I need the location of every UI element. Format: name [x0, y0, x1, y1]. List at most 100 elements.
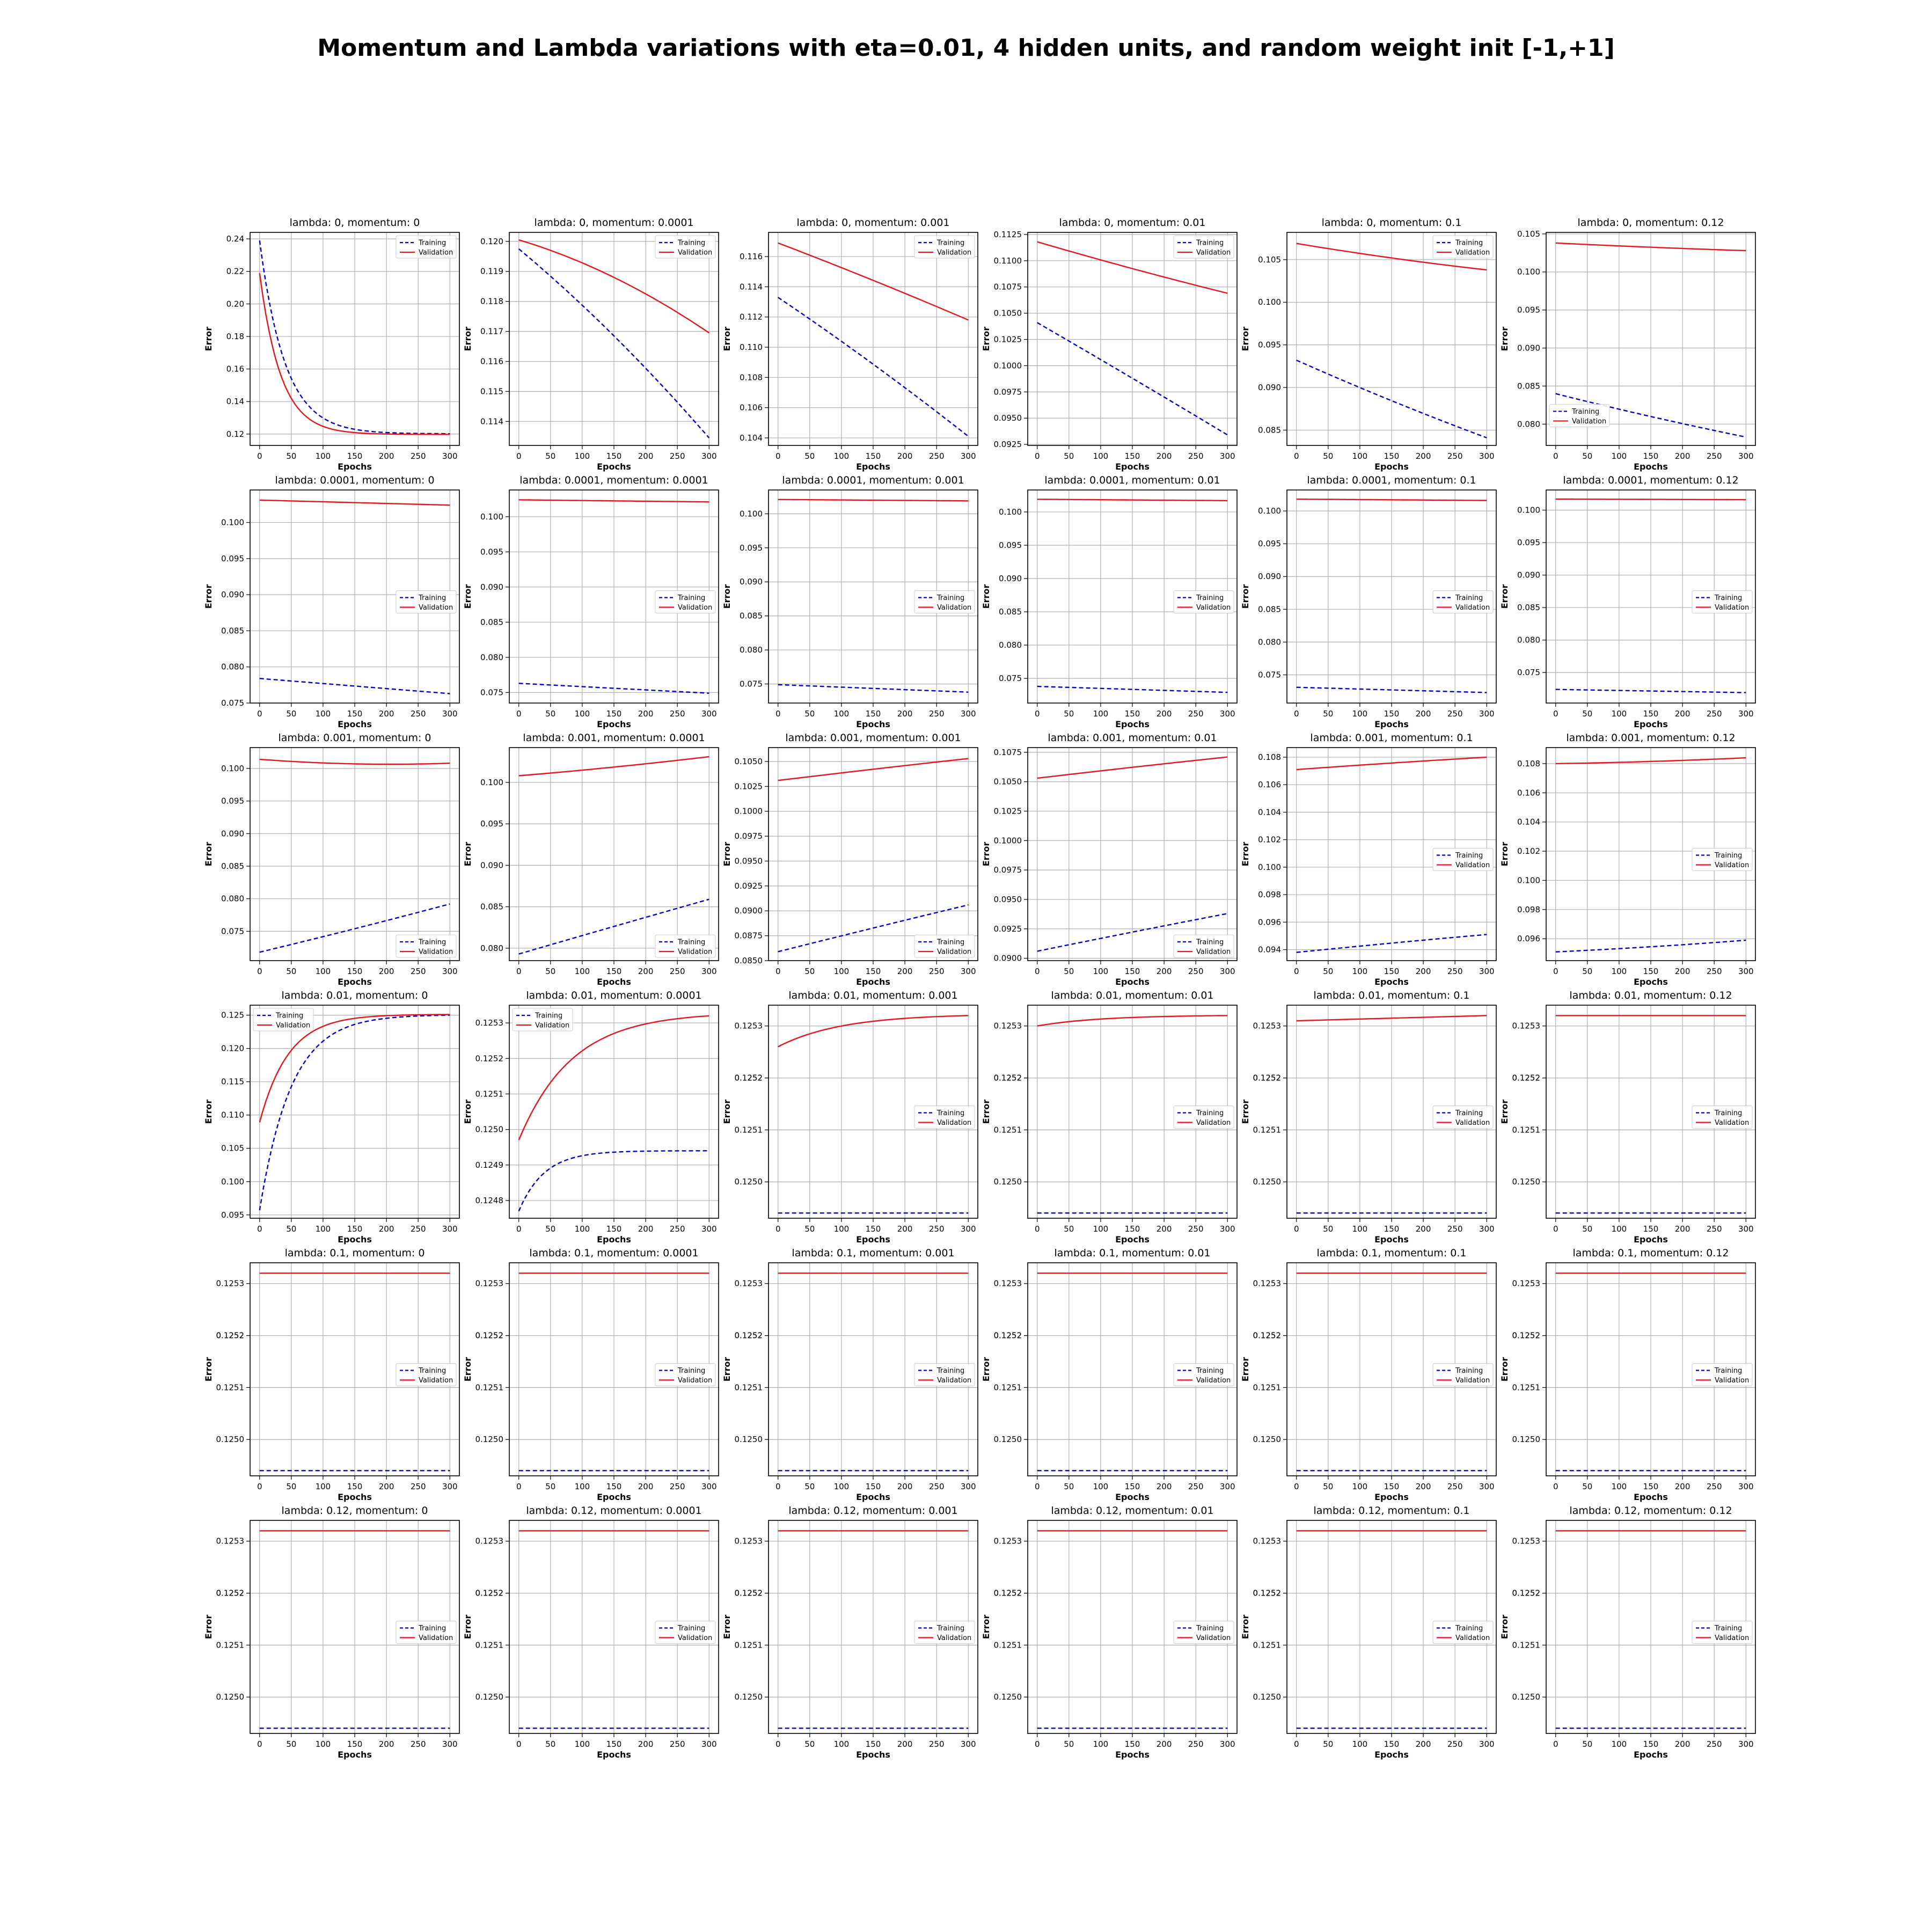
x-tick-label: 0 [516, 1739, 522, 1749]
y-tick-label: 0.1252 [1512, 1589, 1541, 1598]
x-tick-label: 100 [1612, 1739, 1627, 1749]
subplot-title: lambda: 0.0001, momentum: 0.0001 [519, 474, 708, 486]
y-axis-label: Error [203, 1615, 214, 1640]
subplot-title: lambda: 0.0001, momentum: 0.12 [1563, 474, 1738, 486]
x-tick-label: 50 [545, 967, 555, 976]
x-tick-label: 150 [1643, 967, 1659, 976]
subplot-title: lambda: 0.1, momentum: 0.001 [792, 1247, 954, 1259]
y-tick-label: 0.095 [480, 819, 503, 829]
training-line [1296, 360, 1487, 438]
x-tick-label: 200 [897, 709, 913, 719]
x-tick-label: 100 [1612, 967, 1627, 976]
y-axis-label: Error [981, 584, 991, 609]
subplot-title: lambda: 0.12, momentum: 0 [282, 1505, 428, 1517]
x-tick-label: 200 [638, 709, 654, 719]
x-tick-label: 200 [1416, 967, 1431, 976]
x-tick-label: 0 [257, 967, 262, 976]
y-axis-label: Error [1240, 1357, 1250, 1382]
y-tick-label: 0.104 [1517, 817, 1540, 827]
legend-label: Training [1196, 239, 1224, 247]
y-tick-label: 0.100 [221, 764, 244, 773]
y-tick-label: 0.080 [1258, 637, 1281, 647]
x-tick-label: 200 [379, 1739, 394, 1749]
legend-label: Training [418, 939, 446, 947]
y-tick-label: 0.1250 [735, 1177, 763, 1187]
subplot-12: 0 50 100 150 200 250 300 0.075 0.080 0.085 0.090 0.… [1499, 474, 1756, 729]
legend-label: Validation [419, 604, 453, 612]
x-tick-label: 300 [1738, 1224, 1754, 1234]
y-tick-label: 0.080 [480, 653, 503, 662]
training-line [778, 904, 969, 953]
y-tick-label: 0.106 [740, 403, 763, 413]
x-tick-label: 50 [286, 709, 296, 719]
x-tick-label: 300 [961, 709, 976, 719]
y-tick-label: 0.1252 [1253, 1589, 1282, 1598]
training-line [259, 903, 450, 953]
y-tick-label: 0.090 [1517, 343, 1540, 353]
x-axis-label: Epochs [1374, 1234, 1409, 1245]
y-tick-label: 0.0950 [735, 856, 763, 866]
validation-line [518, 756, 709, 777]
subplot-title: lambda: 0.001, momentum: 0.1 [1310, 732, 1473, 744]
axes-frame [250, 1262, 460, 1476]
x-tick-label: 250 [670, 1224, 685, 1234]
axes-frame [768, 232, 978, 446]
y-tick-label: 0.116 [740, 252, 763, 261]
legend-label: Validation [1455, 1119, 1490, 1127]
x-tick-label: 0 [1553, 1224, 1558, 1234]
x-tick-label: 50 [1323, 1482, 1333, 1491]
subplot-title: lambda: 0.0001, momentum: 0.01 [1044, 474, 1220, 486]
legend-label: Validation [1455, 1634, 1490, 1642]
validation-line [1037, 1015, 1228, 1027]
validation-line [1296, 1015, 1487, 1022]
y-axis-label: Error [722, 327, 732, 352]
y-axis-label: Error [463, 584, 473, 609]
x-tick-label: 250 [929, 967, 945, 976]
x-axis-label: Epochs [597, 1492, 631, 1502]
y-tick-label: 0.1252 [216, 1331, 245, 1341]
subplot-6: 0 50 100 150 200 250 300 0.080 0.085 0.090 0.095 0.… [1499, 217, 1756, 472]
y-tick-label: 0.1252 [475, 1331, 504, 1341]
legend-label: Validation [937, 249, 971, 257]
legend-label: Training [535, 1012, 562, 1020]
y-tick-label: 0.24 [226, 234, 244, 244]
x-tick-label: 200 [1675, 1739, 1690, 1749]
x-tick-label: 100 [1612, 1224, 1627, 1234]
x-axis-label: Epochs [338, 719, 372, 729]
y-tick-label: 0.120 [221, 1044, 244, 1053]
y-tick-label: 0.1253 [735, 1536, 763, 1546]
subplot-17: 0 50 100 150 200 250 300 0.094 0.096 0.098 0.100 0.… [1240, 732, 1497, 987]
training-line [1037, 913, 1228, 952]
y-axis-label: Error [1499, 1100, 1510, 1124]
y-tick-label: 0.090 [480, 860, 503, 870]
legend-label: Validation [937, 948, 971, 956]
y-tick-label: 0.1253 [735, 1279, 763, 1289]
y-tick-label: 0.1250 [735, 1435, 763, 1444]
y-tick-label: 0.108 [1517, 759, 1540, 769]
legend-label: Validation [1715, 1634, 1749, 1642]
y-tick-label: 0.1251 [1512, 1382, 1541, 1392]
x-tick-label: 0 [775, 451, 781, 461]
subplot-title: lambda: 0.12, momentum: 0.01 [1051, 1505, 1213, 1517]
y-tick-label: 0.1250 [475, 1435, 504, 1444]
x-tick-label: 100 [316, 967, 331, 976]
x-tick-label: 250 [411, 967, 426, 976]
y-tick-label: 0.1253 [994, 1279, 1022, 1289]
y-tick-label: 0.100 [1258, 862, 1281, 872]
y-tick-label: 0.080 [480, 943, 503, 953]
x-tick-label: 200 [1416, 1224, 1431, 1234]
x-tick-label: 300 [701, 1224, 717, 1234]
y-tick-label: 0.080 [1517, 635, 1540, 645]
legend-label: Training [677, 594, 705, 602]
axes-frame [1027, 747, 1238, 961]
legend-label: Validation [937, 1634, 971, 1642]
y-axis-label: Error [981, 1357, 991, 1382]
training-line [259, 240, 450, 435]
legend-label: Training [1196, 594, 1224, 602]
y-tick-label: 0.096 [1258, 917, 1281, 927]
x-tick-label: 150 [347, 451, 363, 461]
